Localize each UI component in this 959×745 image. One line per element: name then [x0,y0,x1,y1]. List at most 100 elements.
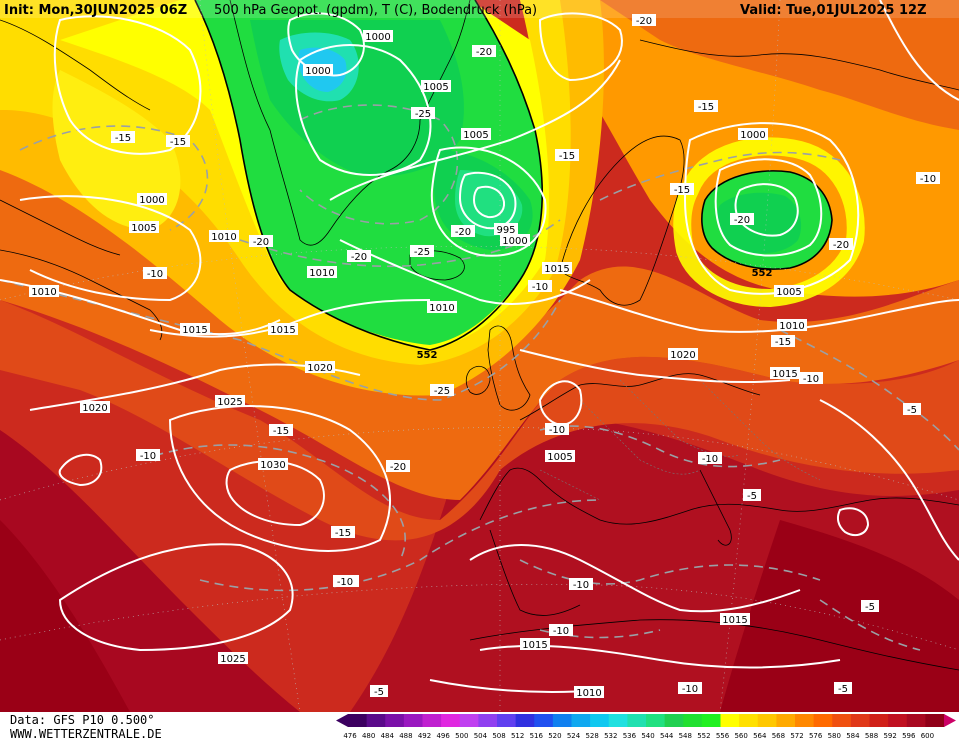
scale-swatch-8 [497,714,517,727]
temperature-label-7-bg [249,235,273,247]
fill-green-cyan-low [455,170,523,237]
scale-swatch-4 [422,714,442,727]
scale-swatch-22 [757,714,777,727]
temperature-label-15: -25 [430,384,454,397]
isobar-1015-europe [519,349,791,384]
isobar-1010-atlantic-n [339,239,591,305]
temperature-label-30: -20 [386,460,410,473]
temperature-label-25: -5 [743,489,761,502]
header-valid: Valid: Tue,01JUL2025 12Z [740,3,927,18]
pressure-label-0-text: 1000 [365,32,390,43]
temperature-label-18-bg [545,423,569,435]
scale-right-arrow [944,714,956,727]
scale-tick-24: 572 [790,732,803,740]
fill-orange-red-belt [0,300,959,541]
border-3 [699,379,821,481]
isobar-995-iceland-low [458,171,517,230]
isobar-1010-north [329,59,621,201]
pressure-label-29: 1015 [520,638,550,651]
temperature-label-3: -20 [472,45,496,58]
pressure-label-16-bg [777,319,807,331]
pressure-label-30: 1000 [738,128,768,141]
temperature-label-17-text: -10 [803,374,819,385]
fill-green-cutoff-inner [717,192,802,254]
pressure-label-6: 1000 [500,234,530,247]
temperature-label-4-bg [410,245,434,257]
isotherm-8 [519,559,821,585]
pressure-label-26: 1010 [574,686,604,699]
temperature-label-8-text: -15 [559,151,575,162]
pressure-label-11-bg [542,262,572,274]
pressure-label-27: 1010 [29,285,59,298]
temperature-label-28: -5 [370,685,388,698]
scale-tick-23: 568 [772,732,785,740]
pressure-label-15-bg [268,323,298,335]
scale-tick-26: 580 [828,732,841,740]
temperature-label-2-bg [411,107,435,119]
scale-tick-5: 496 [436,732,450,740]
isotherm-9 [599,151,841,201]
isotherm-5 [139,444,406,561]
scale-tick-14: 532 [604,732,617,740]
scale-swatch-15 [627,714,647,727]
temperature-label-30-text: -20 [390,462,406,473]
scale-swatch-18 [683,714,703,727]
isobar-1000-cutoff [714,158,823,257]
color-scale: 476 480 484 488 492 496 500 504 508 512 516 520 524 5… [336,714,956,740]
pressure-label-28-bg [545,450,575,462]
geopotential-label-group: 552 552 [417,268,773,361]
temperature-label-13: -10 [143,267,167,280]
scale-swatch-28 [869,714,889,727]
pressure-label-9-text: 1010 [211,232,236,243]
coast-iceland [409,250,465,281]
scale-tick-29: 592 [883,732,896,740]
pressure-label-group: 1000100010051005100099510001000100510101… [29,30,807,699]
pressure-label-14: 1015 [180,323,210,336]
scale-tick-18: 548 [679,732,692,740]
pressure-label-15: 1015 [268,323,298,336]
coast-mediterranean-north [479,467,959,525]
coast-labrador [0,199,121,256]
scale-left-arrow [336,714,348,727]
isobar-1025-sw [58,543,294,652]
pressure-label-3-bg [461,128,491,140]
pressure-label-18-text: 1020 [307,363,332,374]
isotherm-3 [239,219,561,268]
temperature-label-13-text: -10 [147,269,163,280]
pressure-label-21: 1015 [770,367,800,380]
isobar-995-cutoff [734,183,799,237]
coast-north-europe [519,373,761,421]
pressure-label-20-bg [215,395,245,407]
temperature-label-19-bg [136,449,160,461]
scale-swatch-20 [720,714,740,727]
isotherm-2 [299,104,459,225]
temperature-label-5: -20 [451,225,475,238]
coast-russia-north [639,39,959,91]
temperature-label-14-bg [916,172,940,184]
pressure-label-16: 1010 [777,319,807,332]
coastlines [0,0,959,671]
temperature-label-34-text: -10 [682,684,698,695]
temperature-label-15-text: -25 [434,386,450,397]
temperature-label-12: -20 [829,238,853,251]
coast-italy [699,469,732,546]
temperature-label-31: -15 [331,526,355,539]
pressure-label-11-text: 1015 [544,264,569,275]
temperature-label-13-bg [143,267,167,279]
scale-swatch-0 [348,714,368,727]
scale-swatch-9 [515,714,535,727]
temperature-label-18-text: -10 [549,425,565,436]
footer-website: WWW.WETTERZENTRALE.DE [10,727,162,741]
pressure-label-5-bg [494,223,518,235]
pressure-label-10: 1010 [307,266,337,279]
pressure-label-19: 1020 [80,401,110,414]
pressure-label-26-text: 1010 [576,688,601,699]
isobar-1025-high [168,405,391,552]
temperature-label-0-bg [111,131,135,143]
header-band [0,0,959,18]
pressure-label-9-bg [209,230,239,242]
pressure-label-19-text: 1020 [82,403,107,414]
scale-tick-31: 600 [921,732,934,740]
